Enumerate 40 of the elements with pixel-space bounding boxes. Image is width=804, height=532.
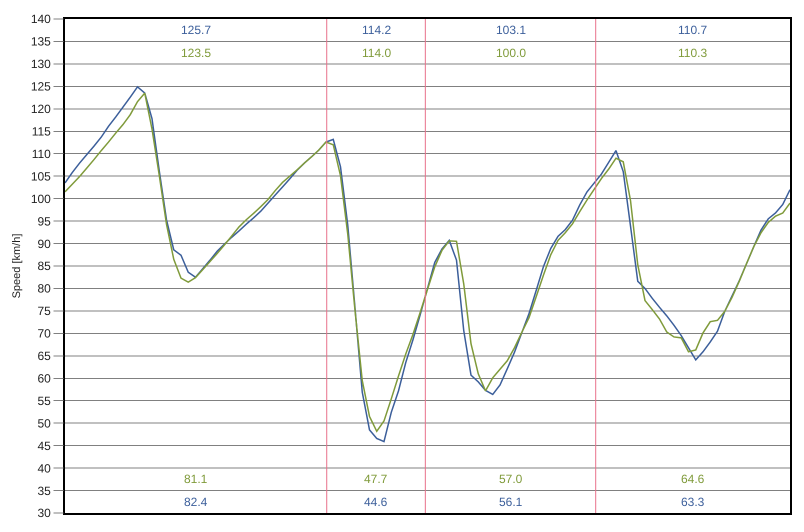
y-tick-label: 120: [30, 102, 52, 116]
y-tick-label: 90: [37, 236, 52, 251]
y-tick-label: 95: [37, 214, 52, 228]
annotation: 110.3: [678, 46, 708, 60]
y-tick-label: 75: [37, 304, 52, 318]
y-tick-label: 105: [30, 169, 52, 184]
y-tick-label: 85: [37, 259, 52, 274]
y-tick-label: 55: [37, 394, 52, 408]
y-tick-label: 60: [37, 371, 52, 386]
annotation: 82.4: [184, 495, 208, 509]
annotation: 63.3: [681, 495, 705, 509]
annotation: 64.6: [681, 472, 705, 486]
y-axis-title: Speed [km/h]: [10, 234, 23, 298]
annotation: 100.0: [496, 46, 526, 60]
y-tick-label: 140: [30, 12, 52, 26]
annotation: 57.0: [499, 472, 523, 486]
y-tick-label: 35: [37, 484, 52, 498]
y-tick-label: 100: [30, 192, 52, 206]
y-tick-label: 125: [30, 80, 52, 94]
y-tick-label: 80: [37, 282, 52, 296]
annotation: 44.6: [364, 495, 388, 509]
annotation: 123.5: [181, 46, 212, 60]
annotation: 103.1: [496, 23, 526, 37]
y-tick-label: 65: [37, 349, 52, 364]
y-tick-label: 45: [37, 438, 52, 453]
annotation: 114.2: [362, 23, 392, 37]
y-tick-label: 110: [32, 146, 52, 161]
y-tick-label: 30: [37, 506, 52, 520]
annotation: 81.1: [184, 472, 208, 486]
annotation: 47.7: [364, 472, 388, 486]
y-tick-label: 115: [32, 124, 52, 138]
annotation: 56.1: [499, 495, 523, 509]
y-tick-label: 50: [37, 416, 52, 430]
annotation: 125.7: [181, 23, 212, 37]
annotation: 114.0: [362, 46, 392, 60]
annotation: 110.7: [678, 23, 708, 37]
y-tick-label: 135: [30, 34, 52, 49]
y-tick-label: 40: [37, 461, 52, 476]
y-tick-label: 70: [37, 326, 52, 341]
y-tick-label: 130: [30, 57, 52, 72]
